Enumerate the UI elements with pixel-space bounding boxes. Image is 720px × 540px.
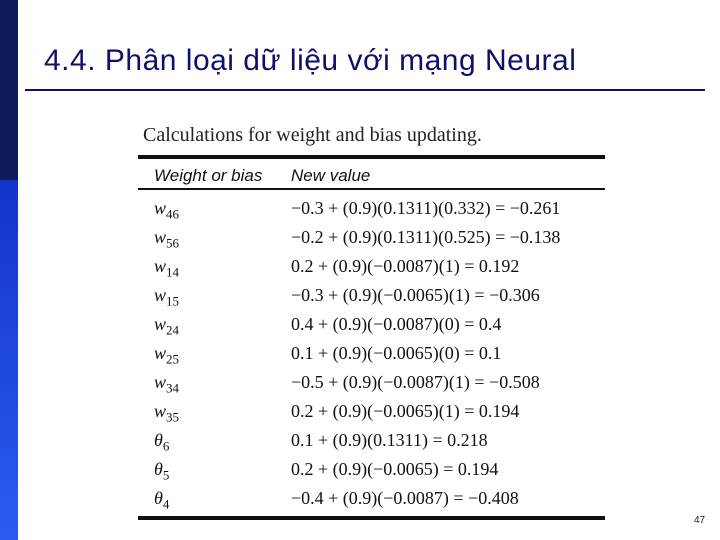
parameter: θ6 <box>154 430 169 455</box>
table-row: w46 −0.3 + (0.9)(0.1311)(0.332) = −0.261 <box>138 194 605 223</box>
parameter: w24 <box>154 314 179 339</box>
table-bottom-rule <box>138 516 605 520</box>
new-value: 0.1 + (0.9)(−0.0065)(0) = 0.1 <box>291 343 502 363</box>
symbol: w <box>154 372 167 392</box>
table-row: w14 0.2 + (0.9)(−0.0087)(1) = 0.192 <box>138 252 605 281</box>
symbol: w <box>154 314 167 334</box>
parameter: θ5 <box>154 459 169 484</box>
new-value: 0.2 + (0.9)(−0.0087)(1) = 0.192 <box>291 256 520 276</box>
parameter: w46 <box>154 198 179 223</box>
new-value: −0.3 + (0.9)(0.1311)(0.332) = −0.261 <box>291 198 561 218</box>
symbol: w <box>154 256 167 276</box>
symbol: θ <box>154 430 163 450</box>
subscript: 34 <box>166 380 180 396</box>
symbol: w <box>154 198 167 218</box>
parameter: w14 <box>154 256 179 281</box>
table-row: θ5 0.2 + (0.9)(−0.0065) = 0.194 <box>138 455 605 484</box>
parameter: w56 <box>154 227 179 252</box>
parameter: w25 <box>154 343 179 368</box>
header-rule <box>138 188 605 190</box>
column-header: New value <box>291 166 371 185</box>
new-value: 0.2 + (0.9)(−0.0065) = 0.194 <box>291 459 499 479</box>
symbol: θ <box>154 488 163 508</box>
new-value: 0.2 + (0.9)(−0.0065)(1) = 0.194 <box>291 401 520 421</box>
new-value: −0.3 + (0.9)(−0.0065)(1) = −0.306 <box>291 285 540 305</box>
table-caption: Calculations for weight and bias updatin… <box>143 124 482 146</box>
table-row: w24 0.4 + (0.9)(−0.0087)(0) = 0.4 <box>138 310 605 339</box>
subscript: 35 <box>166 409 180 425</box>
subscript: 6 <box>162 438 170 454</box>
subscript: 25 <box>166 351 180 367</box>
subscript: 56 <box>166 235 180 251</box>
subscript: 15 <box>166 293 180 309</box>
symbol: w <box>154 227 167 247</box>
new-value: −0.2 + (0.9)(0.1311)(0.525) = −0.138 <box>291 227 561 247</box>
table-top-rule <box>138 155 605 159</box>
symbol: w <box>154 401 167 421</box>
parameter: w34 <box>154 372 179 397</box>
subscript: 14 <box>166 264 180 280</box>
table-row: w25 0.1 + (0.9)(−0.0065)(0) = 0.1 <box>138 339 605 368</box>
subscript: 4 <box>162 496 170 512</box>
symbol: w <box>154 285 167 305</box>
table-row: θ6 0.1 + (0.9)(0.1311) = 0.218 <box>138 426 605 455</box>
header-row: Weight or bias New value <box>138 160 605 189</box>
new-value: −0.5 + (0.9)(−0.0087)(1) = −0.508 <box>291 372 540 392</box>
subscript: 46 <box>166 206 180 222</box>
symbol: θ <box>154 459 163 479</box>
slide-title: 4.4. Phân loại dữ liệu với mạng Neural <box>44 44 577 77</box>
new-value: 0.1 + (0.9)(0.1311) = 0.218 <box>291 430 488 450</box>
parameter: θ4 <box>154 488 169 513</box>
table-row: w15 −0.3 + (0.9)(−0.0065)(1) = −0.306 <box>138 281 605 310</box>
table-row: θ4 −0.4 + (0.9)(−0.0087) = −0.408 <box>138 484 605 513</box>
table: Weight or bias New value w46 −0.3 + (0.9)… <box>138 160 605 513</box>
symbol: w <box>154 343 167 363</box>
column-header: Weight or bias <box>154 166 263 185</box>
title-rule <box>25 89 705 91</box>
table-row: w56 −0.2 + (0.9)(0.1311)(0.525) = −0.138 <box>138 223 605 252</box>
parameter: w15 <box>154 285 179 310</box>
table-row: w34 −0.5 + (0.9)(−0.0087)(1) = −0.508 <box>138 368 605 397</box>
side-bar <box>0 0 18 540</box>
subscript: 5 <box>162 467 170 483</box>
new-value: 0.4 + (0.9)(−0.0087)(0) = 0.4 <box>291 314 502 334</box>
subscript: 24 <box>166 322 180 338</box>
page-number: 47 <box>694 515 706 526</box>
new-value: −0.4 + (0.9)(−0.0087) = −0.408 <box>291 488 519 508</box>
table-row: w35 0.2 + (0.9)(−0.0065)(1) = 0.194 <box>138 397 605 426</box>
parameter: w35 <box>154 401 179 426</box>
